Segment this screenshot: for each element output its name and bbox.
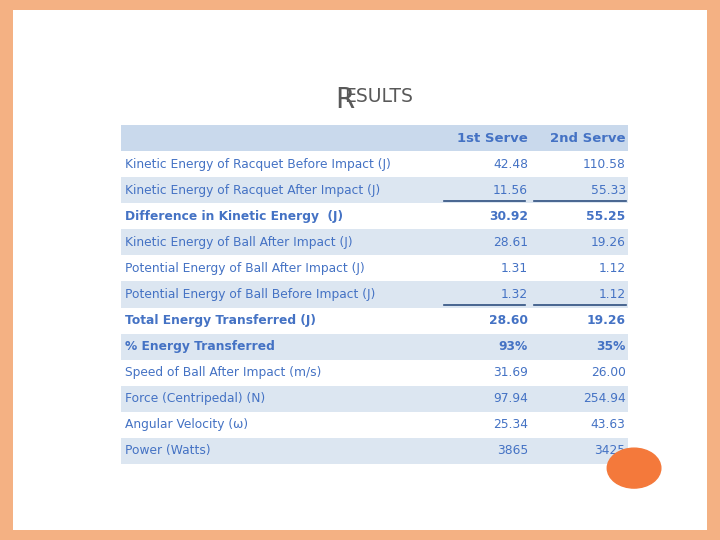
Bar [121, 334, 629, 360]
Text: 11.56: 11.56 [493, 184, 528, 197]
Text: 28.61: 28.61 [493, 236, 528, 249]
Text: Potential Energy of Ball After Impact (J): Potential Energy of Ball After Impact (J… [125, 262, 365, 275]
Text: 19.26: 19.26 [591, 236, 626, 249]
Text: Force (Centripedal) (N): Force (Centripedal) (N) [125, 392, 266, 406]
Text: Difference in Kinetic Energy  (J): Difference in Kinetic Energy (J) [125, 210, 343, 223]
Text: 93%: 93% [499, 340, 528, 353]
Bar [121, 412, 629, 438]
Text: Angular Velocity (ω): Angular Velocity (ω) [125, 418, 248, 431]
Bar [121, 438, 629, 464]
Text: 35%: 35% [596, 340, 626, 353]
Text: 19.26: 19.26 [587, 314, 626, 327]
Text: 1.31: 1.31 [501, 262, 528, 275]
Text: 1.12: 1.12 [598, 288, 626, 301]
Text: Kinetic Energy of Racquet Before Impact (J): Kinetic Energy of Racquet Before Impact … [125, 158, 391, 171]
Bar [121, 308, 629, 334]
Text: 97.94: 97.94 [493, 392, 528, 406]
Bar [121, 230, 629, 255]
Text: 1st Serve: 1st Serve [457, 132, 528, 145]
Bar [121, 203, 629, 230]
Text: 1.32: 1.32 [501, 288, 528, 301]
Bar [121, 177, 629, 203]
Text: 43.63: 43.63 [591, 418, 626, 431]
Text: 110.58: 110.58 [582, 158, 626, 171]
Text: 28.60: 28.60 [489, 314, 528, 327]
Text: 55.25: 55.25 [586, 210, 626, 223]
Text: Speed of Ball After Impact (m/s): Speed of Ball After Impact (m/s) [125, 366, 322, 379]
Text: Total Energy Transferred (J): Total Energy Transferred (J) [125, 314, 316, 327]
Text: Kinetic Energy of Racquet After Impact (J): Kinetic Energy of Racquet After Impact (… [125, 184, 380, 197]
Text: ESULTS: ESULTS [344, 87, 413, 106]
Text: Kinetic Energy of Ball After Impact (J): Kinetic Energy of Ball After Impact (J) [125, 236, 353, 249]
Text: 3865: 3865 [497, 444, 528, 457]
Text: 3425: 3425 [595, 444, 626, 457]
Text: % Energy Transferred: % Energy Transferred [125, 340, 275, 353]
Text: Potential Energy of Ball Before Impact (J): Potential Energy of Ball Before Impact (… [125, 288, 376, 301]
Circle shape [607, 448, 661, 488]
Bar [121, 255, 629, 281]
Text: 55.33: 55.33 [590, 184, 626, 197]
Bar [121, 360, 629, 386]
Text: 42.48: 42.48 [493, 158, 528, 171]
Text: 254.94: 254.94 [583, 392, 626, 406]
Text: 2nd Serve: 2nd Serve [550, 132, 626, 145]
Text: R: R [336, 85, 355, 113]
Text: 31.69: 31.69 [493, 366, 528, 379]
Text: 26.00: 26.00 [591, 366, 626, 379]
Bar [121, 386, 629, 412]
Text: 1.12: 1.12 [598, 262, 626, 275]
Text: 25.34: 25.34 [493, 418, 528, 431]
Text: 30.92: 30.92 [489, 210, 528, 223]
Text: Power (Watts): Power (Watts) [125, 444, 211, 457]
Bar [121, 151, 629, 177]
Bar [121, 125, 629, 151]
Bar [121, 281, 629, 308]
